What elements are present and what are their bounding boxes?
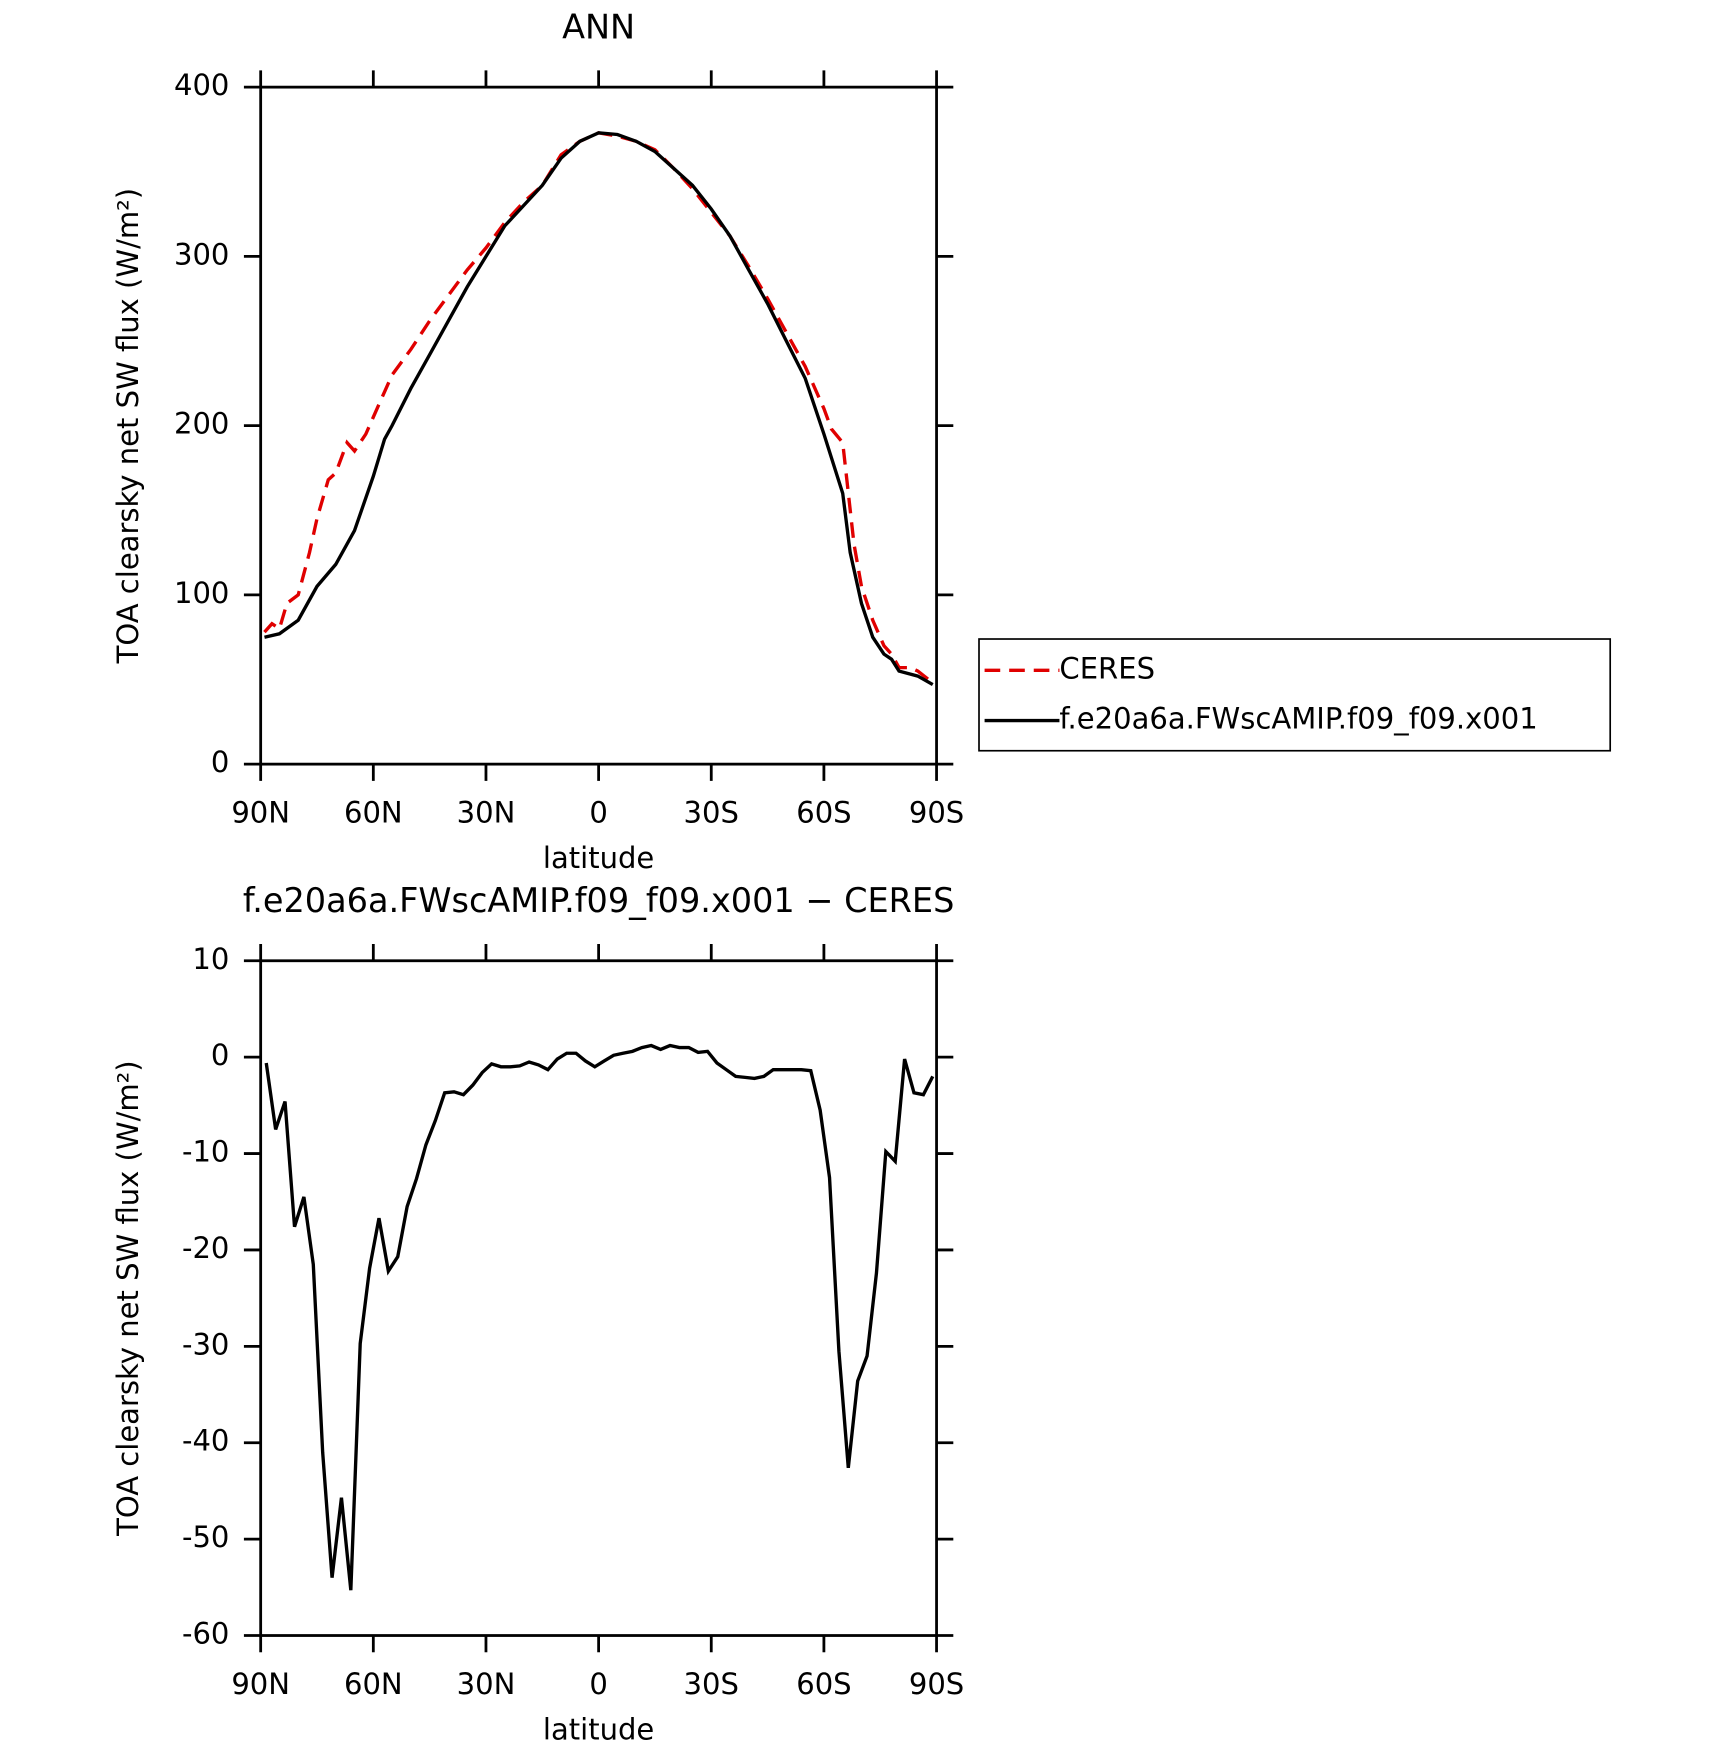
- x-tick-label: 90N: [231, 1667, 290, 1701]
- y-tick-label: -20: [182, 1231, 229, 1265]
- x-axis-label: latitude: [543, 841, 654, 875]
- data-line: [264, 131, 934, 687]
- y-tick-label: 10: [192, 942, 229, 976]
- x-tick-label: 60N: [344, 1667, 403, 1701]
- y-tick-label: -40: [182, 1424, 229, 1458]
- y-tick-label: 400: [174, 68, 229, 102]
- chart-title: f.e20a6a.FWscAMIP.f09_f09.x001 − CERES: [243, 881, 955, 920]
- x-tick-label: 90S: [909, 795, 964, 829]
- data-line: [263, 131, 934, 685]
- x-tick-label: 60N: [344, 795, 403, 829]
- x-tick-label: 90N: [231, 795, 290, 829]
- legend-label: f.e20a6a.FWscAMIP.f09_f09.x001: [1059, 702, 1537, 736]
- y-tick-label: -10: [182, 1135, 229, 1169]
- y-tick-label: 0: [211, 1038, 229, 1072]
- y-tick-label: 0: [211, 745, 229, 779]
- x-tick-label: 0: [589, 1667, 607, 1701]
- legend-box: [978, 638, 1612, 752]
- x-tick-label: 30S: [684, 1667, 739, 1701]
- x-tick-label: 30N: [457, 795, 516, 829]
- data-line: [264, 1043, 935, 1591]
- plot-frame: [259, 85, 938, 766]
- x-tick-label: 90S: [909, 1667, 964, 1701]
- x-tick-label: 30S: [684, 795, 739, 829]
- x-tick-label: 0: [589, 795, 607, 829]
- legend-label: CERES: [1059, 651, 1155, 685]
- chart-title: ANN: [562, 8, 635, 47]
- y-tick-label: 100: [174, 576, 229, 610]
- y-axis-label: TOA clearsky net SW flux (W/m²): [111, 188, 145, 664]
- y-tick-label: 300: [174, 237, 229, 271]
- x-tick-label: 30N: [457, 1667, 516, 1701]
- x-axis-label: latitude: [543, 1713, 654, 1745]
- y-axis-label: TOA clearsky net SW flux (W/m²): [111, 1060, 145, 1536]
- x-tick-label: 60S: [796, 795, 851, 829]
- y-tick-label: -30: [182, 1327, 229, 1361]
- x-tick-label: 60S: [796, 1667, 851, 1701]
- y-tick-label: -60: [182, 1617, 229, 1651]
- y-tick-label: -50: [182, 1520, 229, 1554]
- y-tick-label: 200: [174, 407, 229, 441]
